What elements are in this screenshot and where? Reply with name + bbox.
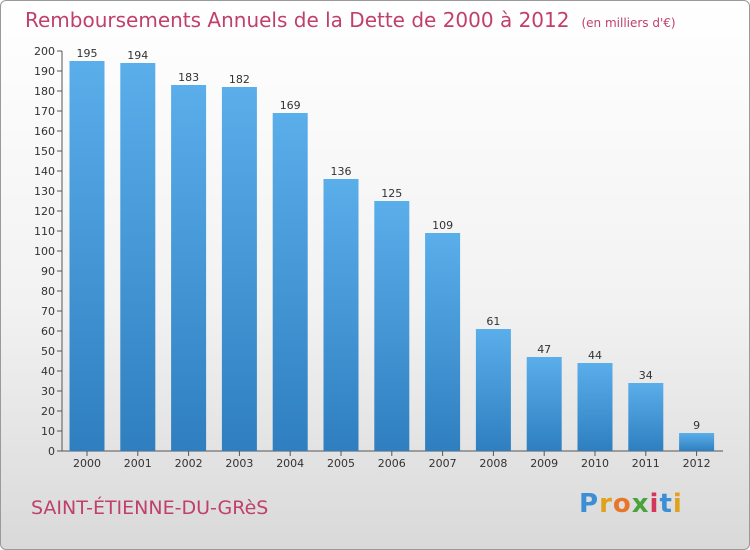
y-tick-label: 10 <box>41 425 55 438</box>
chart-title-text: Remboursements Annuels de la Dette de 20… <box>25 8 570 32</box>
y-tick-label: 140 <box>34 165 55 178</box>
bar-value-label: 195 <box>77 47 98 60</box>
bar <box>221 87 257 451</box>
city-name: SAINT-ÉTIENNE-DU-GRèS <box>31 497 269 519</box>
y-tick-label: 150 <box>34 145 55 158</box>
logo-letter: t <box>659 489 673 519</box>
x-tick-label: 2009 <box>530 457 558 470</box>
bar-value-label: 61 <box>486 315 500 328</box>
x-tick-label: 2001 <box>124 457 152 470</box>
bar-value-label: 136 <box>331 165 352 178</box>
y-tick-label: 110 <box>34 225 55 238</box>
x-tick-label: 2012 <box>683 457 711 470</box>
bar-value-label: 47 <box>537 343 551 356</box>
y-tick-label: 70 <box>41 305 55 318</box>
bar <box>679 433 715 451</box>
logo-letter: P <box>579 489 600 519</box>
bar-value-label: 183 <box>178 71 199 84</box>
x-tick-label: 2010 <box>581 457 609 470</box>
chart-subtitle: (en milliers d'€) <box>581 16 676 30</box>
logo-letter: o <box>612 489 632 519</box>
y-tick-label: 30 <box>41 385 55 398</box>
bar <box>628 383 664 451</box>
bar-value-label: 109 <box>432 219 453 232</box>
x-tick-label: 2004 <box>276 457 304 470</box>
y-tick-label: 120 <box>34 205 55 218</box>
y-tick-label: 160 <box>34 125 55 138</box>
x-tick-label: 2006 <box>378 457 406 470</box>
x-tick-label: 2007 <box>429 457 457 470</box>
x-tick-label: 2011 <box>632 457 660 470</box>
logo-letter: i <box>649 489 660 519</box>
y-tick-label: 0 <box>48 445 55 458</box>
logo-letter: x <box>631 489 650 519</box>
bar <box>120 63 156 451</box>
bar-value-label: 34 <box>639 369 653 382</box>
bar <box>171 85 207 451</box>
y-tick-label: 80 <box>41 285 55 298</box>
y-tick-label: 20 <box>41 405 55 418</box>
y-tick-label: 100 <box>34 245 55 258</box>
bar <box>526 357 562 451</box>
y-tick-label: 60 <box>41 325 55 338</box>
bar-value-label: 182 <box>229 73 250 86</box>
x-tick-label: 2005 <box>327 457 355 470</box>
bar <box>577 363 613 451</box>
bar <box>425 233 461 451</box>
y-tick-label: 40 <box>41 365 55 378</box>
proxiti-logo: Proxiti <box>579 489 683 519</box>
bar-value-label: 44 <box>588 349 602 362</box>
x-tick-label: 2002 <box>175 457 203 470</box>
bar <box>272 113 308 451</box>
y-tick-label: 190 <box>34 65 55 78</box>
bar-value-label: 194 <box>127 49 148 62</box>
bar <box>374 201 410 451</box>
bar-value-label: 9 <box>693 419 700 432</box>
y-tick-label: 50 <box>41 345 55 358</box>
y-tick-label: 200 <box>34 45 55 58</box>
bar <box>69 61 105 451</box>
x-tick-label: 2008 <box>479 457 507 470</box>
y-tick-label: 90 <box>41 265 55 278</box>
bar-value-label: 125 <box>381 187 402 200</box>
x-tick-label: 2003 <box>225 457 253 470</box>
bar-value-label: 169 <box>280 99 301 112</box>
bar <box>475 329 511 451</box>
y-tick-label: 180 <box>34 85 55 98</box>
y-tick-label: 130 <box>34 185 55 198</box>
y-tick-label: 170 <box>34 105 55 118</box>
chart-title: Remboursements Annuels de la Dette de 20… <box>25 8 676 32</box>
logo-letter: r <box>599 489 613 519</box>
bar <box>323 179 359 451</box>
logo-letter: i <box>672 489 683 519</box>
x-tick-label: 2000 <box>73 457 101 470</box>
